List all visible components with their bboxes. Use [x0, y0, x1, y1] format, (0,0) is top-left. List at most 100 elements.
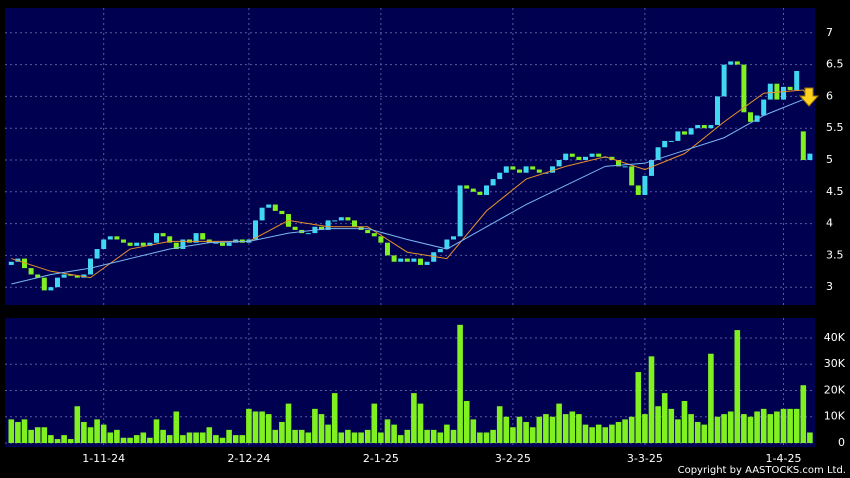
volume-bar — [655, 406, 661, 443]
volume-tick-label: 40K — [824, 331, 846, 344]
candle-body — [715, 96, 720, 126]
volume-bar — [226, 429, 232, 443]
volume-bar — [199, 432, 206, 443]
x-tick-label: 1-4-25 — [766, 452, 802, 465]
volume-bar — [28, 429, 34, 443]
volume-bar — [358, 432, 364, 443]
volume-bar — [721, 414, 727, 443]
candle-body — [365, 229, 371, 234]
candle-body — [28, 268, 34, 275]
candle-body — [266, 204, 272, 208]
volume-bar — [21, 419, 28, 443]
volume-bar — [397, 435, 404, 443]
candle-body — [444, 239, 450, 250]
volume-bar — [107, 432, 114, 443]
volume-bar — [219, 437, 226, 443]
candle-body — [781, 86, 786, 100]
y-tick-label: 5 — [826, 153, 833, 166]
volume-tick-label: 0 — [838, 436, 845, 449]
candle-body — [81, 274, 87, 278]
y-tick-label: 5.5 — [826, 121, 844, 134]
volume-bar — [714, 416, 721, 443]
candle-body — [807, 153, 813, 160]
volume-bar — [54, 439, 61, 443]
volume-bar — [391, 424, 397, 443]
candle-body — [734, 61, 740, 65]
candle-body — [272, 204, 278, 211]
candle-body — [253, 220, 258, 240]
volume-bar — [285, 403, 292, 443]
candle-body — [259, 207, 265, 221]
volume-bar — [444, 424, 450, 443]
candle-body — [695, 125, 701, 129]
volume-bar — [807, 432, 813, 443]
y-tick-label: 6.5 — [826, 58, 844, 71]
candle-body — [616, 159, 621, 167]
volume-bar — [41, 427, 48, 443]
volume-bar — [549, 416, 556, 443]
volume-bar — [668, 408, 675, 443]
candle-body — [15, 258, 21, 262]
candle-body — [107, 236, 113, 240]
candle-body — [385, 242, 390, 256]
volume-bar — [582, 424, 589, 443]
candle-body — [701, 125, 707, 129]
volume-bar — [34, 427, 41, 443]
candle-body — [404, 258, 410, 262]
volume-bar — [477, 432, 483, 443]
candle-body — [147, 242, 153, 246]
volume-bar — [180, 435, 186, 443]
volume-bar — [67, 439, 74, 443]
candle-body — [550, 166, 555, 173]
candle-body — [490, 179, 496, 186]
volume-bar — [734, 330, 741, 443]
candle-body — [583, 156, 588, 160]
volume-tick-label: 30K — [824, 357, 846, 370]
candle-body — [655, 147, 661, 160]
volume-bar — [595, 424, 602, 443]
x-tick-label: 1-11-24 — [82, 452, 125, 465]
candle-body — [470, 188, 476, 192]
volume-bar — [510, 427, 516, 443]
candle-body — [596, 153, 602, 157]
volume-bar — [272, 429, 279, 443]
volume-bar — [609, 424, 615, 443]
volume-bar — [378, 432, 384, 443]
volume-bar — [681, 400, 688, 443]
volume-bar — [8, 419, 15, 443]
moving-average-line — [11, 99, 811, 285]
candle-body — [556, 159, 562, 167]
candle-body — [530, 166, 536, 170]
x-tick-label: 3-3-25 — [627, 452, 663, 465]
volume-bar — [648, 356, 655, 443]
volume-bar — [331, 393, 338, 443]
volume-bar — [675, 419, 681, 443]
volume-bar — [259, 411, 265, 443]
candle-body — [94, 249, 100, 259]
volume-bar — [576, 414, 582, 443]
signal-arrow — [798, 87, 820, 107]
candle-body — [437, 249, 443, 253]
volume-tick-label: 20K — [824, 383, 846, 396]
volume-bar — [186, 432, 193, 443]
volume-bar — [147, 437, 153, 443]
y-tick-label: 4 — [826, 217, 833, 230]
volume-bar — [615, 421, 622, 443]
candle-body — [517, 169, 522, 173]
candle-body — [794, 70, 800, 91]
volume-bar — [767, 414, 774, 443]
candle-body — [61, 274, 67, 278]
candle-body — [345, 217, 351, 221]
volume-bar — [120, 437, 127, 443]
candle-body — [451, 236, 456, 240]
volume-bar — [760, 408, 767, 443]
volume-bar — [800, 385, 807, 443]
volume-bar — [774, 411, 780, 443]
volume-bar — [206, 427, 213, 443]
candle-body — [622, 166, 628, 168]
candle-body — [741, 64, 747, 113]
candle-body — [649, 159, 654, 176]
candle-body — [22, 258, 27, 269]
volume-bar — [483, 432, 490, 443]
